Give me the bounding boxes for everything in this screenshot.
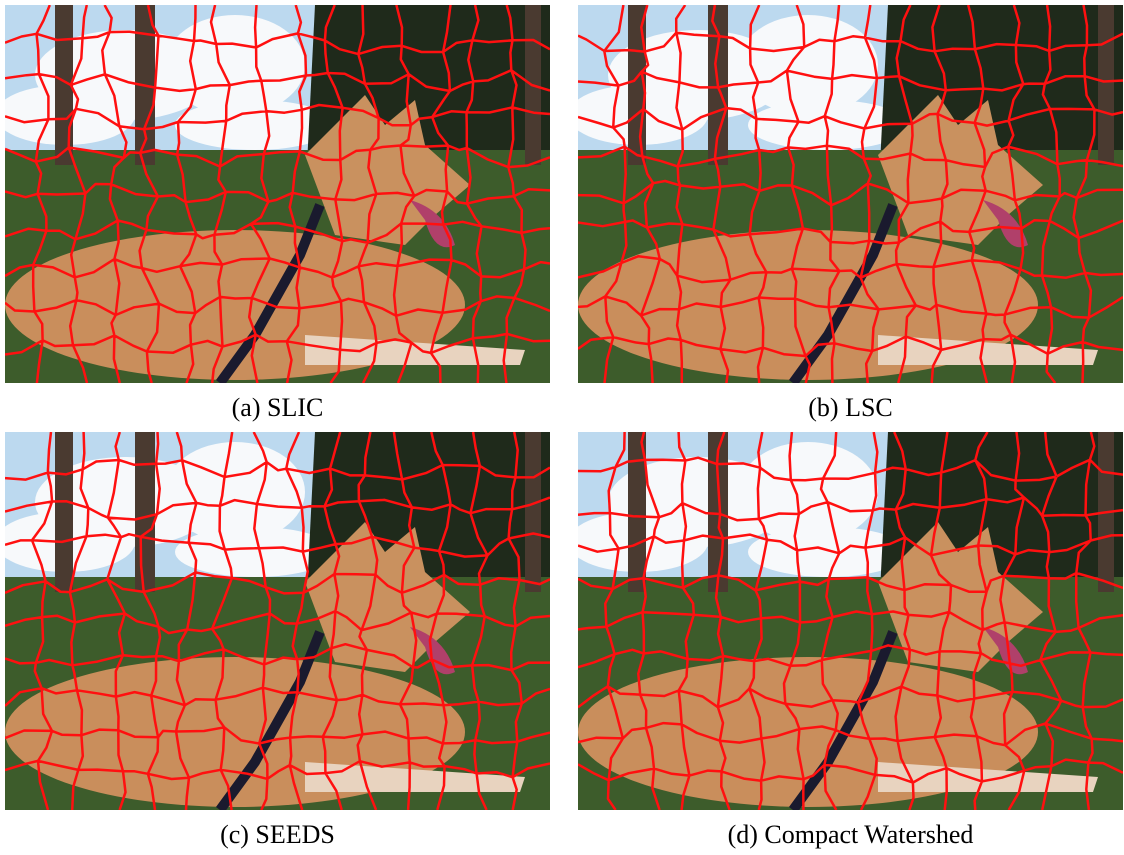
trunk [55,432,73,592]
trunk [1098,5,1114,165]
caption: (b) LSC [578,393,1123,423]
panel-image [578,432,1123,810]
panel-image [5,5,550,383]
cloud [738,15,878,115]
caption: (d) Compact Watershed [578,820,1123,850]
trunk [135,432,155,592]
caption: (c) SEEDS [5,820,550,850]
panel-image [5,432,550,810]
caption: (a) SLIC [5,393,550,423]
cloud [165,15,305,115]
trunk [525,432,541,592]
cloud [165,442,305,542]
panel-image [578,5,1123,383]
figure: (a) SLIC (b) LSC (c) SEEDS (d) Compact W… [0,0,1124,855]
